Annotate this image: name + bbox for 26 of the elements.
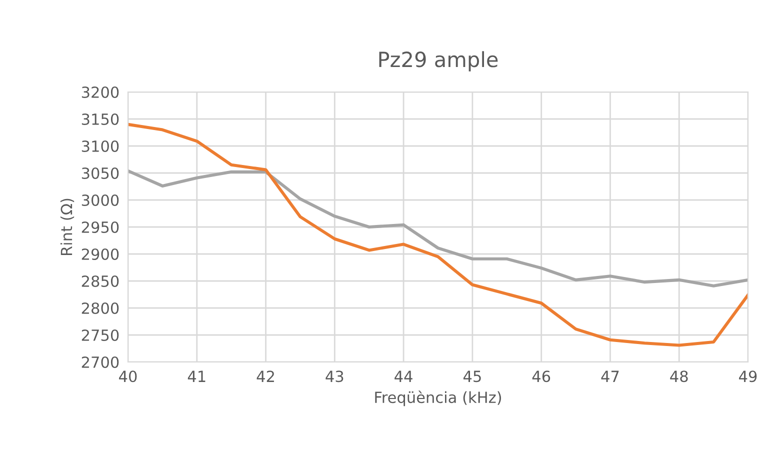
x-tick-label: 48 (670, 370, 688, 382)
y-tick-label: 2850 (82, 275, 119, 288)
y-tick-label: 3150 (82, 113, 119, 126)
y-tick-label: 2800 (82, 302, 119, 314)
line-series (128, 122, 748, 347)
y-tick-label: 2950 (82, 221, 119, 234)
y-tick-label: 3000 (82, 194, 119, 206)
x-tick-label: 41 (188, 370, 206, 382)
y-tick-label: 2900 (82, 248, 119, 260)
x-tick-label: 45 (463, 370, 481, 382)
chart-title: Pz29 ample (379, 51, 498, 72)
y-tick-label: 3100 (82, 140, 119, 152)
x-tick-label: 44 (394, 370, 412, 382)
y-tick-label: 3050 (82, 167, 119, 180)
x-axis-title: Freqüència (kHz) (375, 390, 501, 406)
x-tick-label: 43 (326, 370, 344, 382)
x-tick-label: 42 (256, 370, 274, 382)
y-tick-label: 2750 (82, 329, 119, 342)
y-tick-label: 2700 (82, 356, 119, 368)
x-tick-label: 46 (532, 370, 550, 382)
x-tick-label: 40 (119, 370, 137, 382)
line-series (128, 169, 748, 288)
x-tick-label: 47 (601, 370, 619, 382)
y-tick-label: 3200 (82, 86, 119, 98)
y-axis-title: Rint (Ω) (60, 198, 74, 255)
x-tick-label: 49 (739, 370, 757, 382)
